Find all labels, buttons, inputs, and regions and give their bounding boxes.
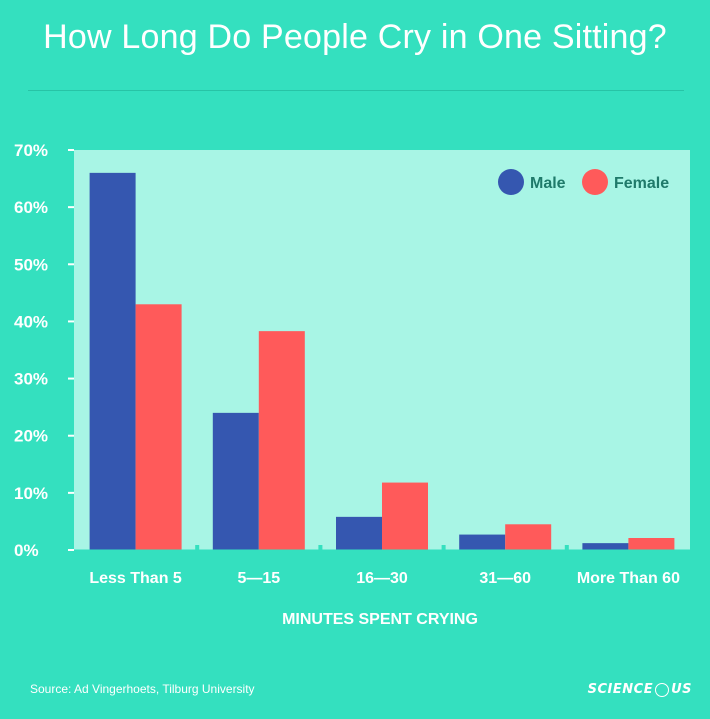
x-axis-label: MINUTES SPENT CRYING: [282, 611, 478, 628]
y-tick-label: 10%: [14, 484, 48, 503]
legend-swatch-female: [582, 169, 608, 195]
bar-male: [336, 516, 382, 550]
y-tick-label: 60%: [14, 198, 48, 217]
y-tick-label: 20%: [14, 427, 48, 446]
bar-male: [582, 543, 629, 550]
legend-label-female: Female: [614, 175, 669, 192]
y-tick-label: 70%: [14, 141, 48, 160]
bar-female: [505, 524, 552, 550]
bar-female: [628, 538, 675, 550]
bar-female: [382, 482, 428, 550]
brand-text-right: US: [671, 682, 692, 697]
source-note: Source: Ad Vingerhoets, Tilburg Universi…: [30, 682, 255, 696]
brand-logo: SCIENCE US: [588, 682, 692, 697]
x-tick: [564, 545, 569, 550]
x-tick: [195, 545, 200, 550]
x-tick-label: 5—15: [237, 570, 280, 587]
x-tick-label: 31—60: [479, 570, 531, 587]
x-tick-label: More Than 60: [577, 570, 680, 587]
brand-text-left: SCIENCE: [587, 682, 654, 697]
bar-female: [258, 331, 305, 550]
y-tick-label: 30%: [14, 370, 48, 389]
bar-male: [459, 534, 506, 550]
bar-male: [89, 172, 136, 550]
legend-label-male: Male: [530, 175, 566, 192]
y-tick-label: 0%: [14, 541, 39, 560]
y-tick-label: 50%: [14, 255, 48, 274]
y-tick-label: 40%: [14, 312, 48, 331]
bar-female: [135, 304, 182, 550]
brand-of-icon: [655, 682, 670, 697]
title-divider: [28, 90, 684, 91]
x-tick: [318, 545, 323, 550]
legend-swatch-male: [498, 169, 524, 195]
x-tick-label: Less Than 5: [89, 570, 182, 587]
page-title: How Long Do People Cry in One Sitting?: [43, 18, 667, 56]
bar-male: [212, 412, 259, 550]
x-tick-label: 16—30: [356, 570, 408, 587]
x-tick: [441, 545, 446, 550]
